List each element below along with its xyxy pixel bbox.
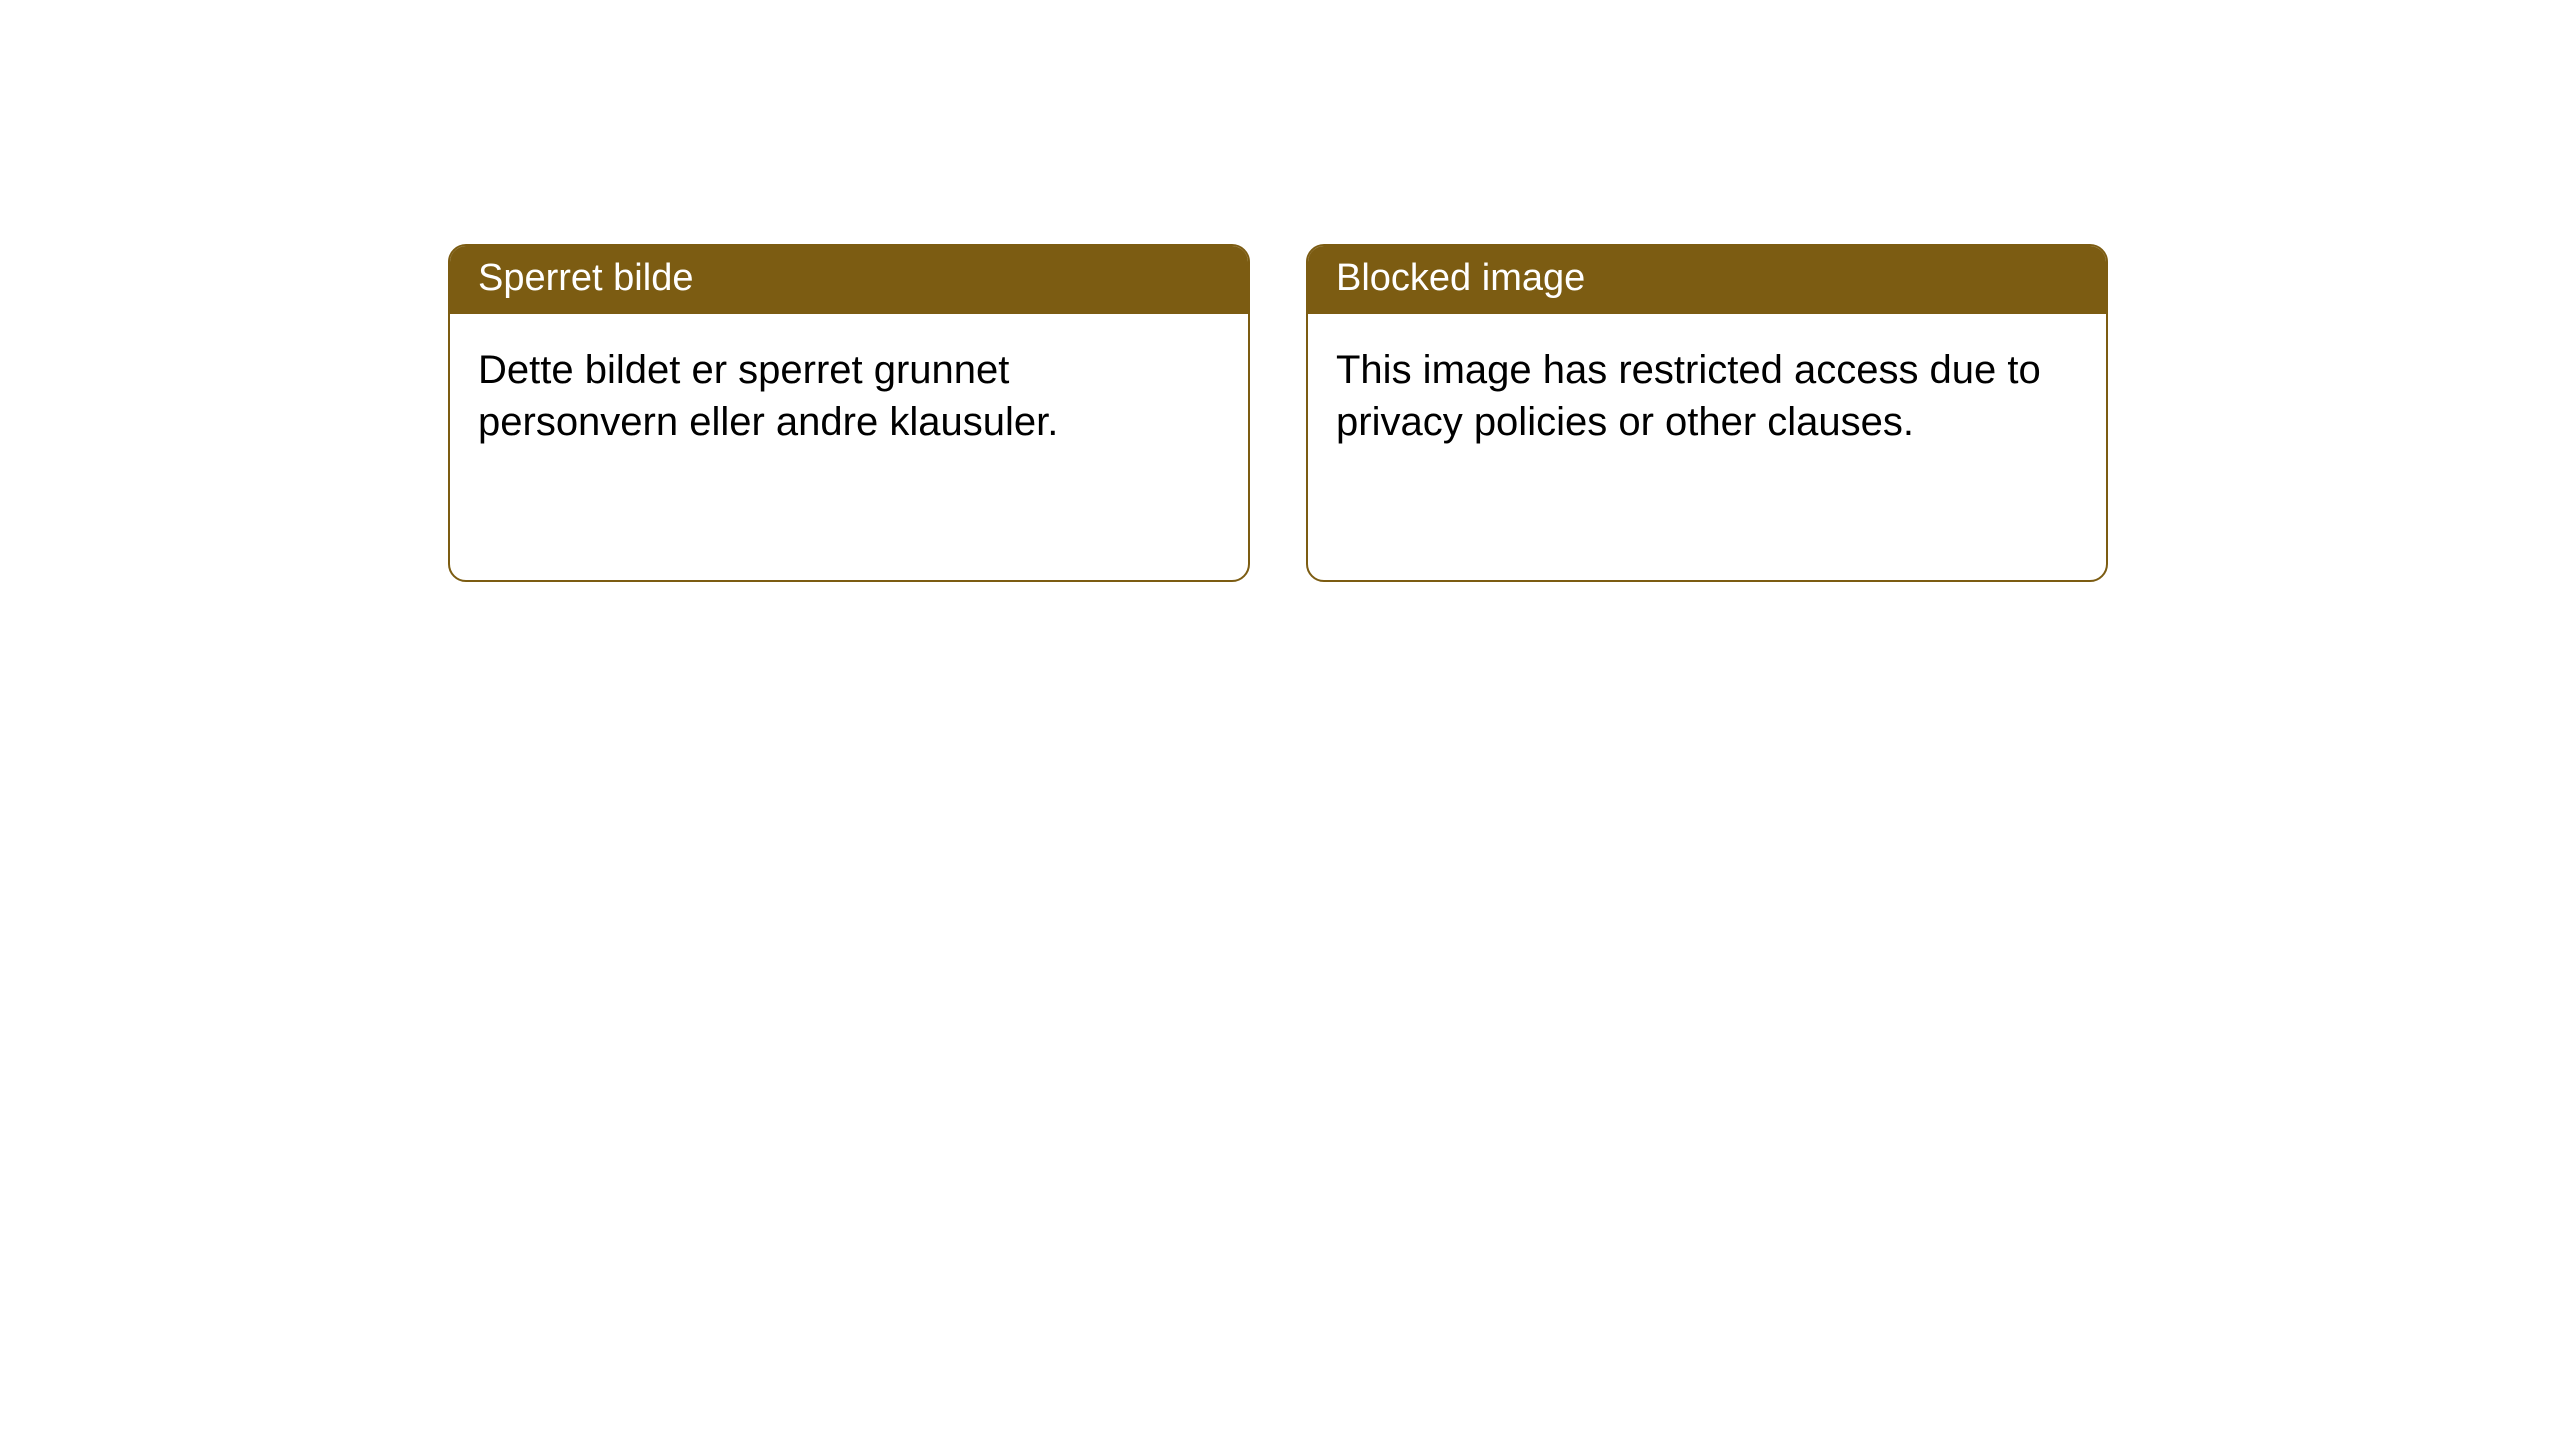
notice-header-no: Sperret bilde xyxy=(450,246,1248,314)
notice-body-en: This image has restricted access due to … xyxy=(1308,314,2106,478)
notice-card-en: Blocked image This image has restricted … xyxy=(1306,244,2108,582)
notice-card-no: Sperret bilde Dette bildet er sperret gr… xyxy=(448,244,1250,582)
notice-header-en: Blocked image xyxy=(1308,246,2106,314)
notice-body-no: Dette bildet er sperret grunnet personve… xyxy=(450,314,1248,478)
notice-container: Sperret bilde Dette bildet er sperret gr… xyxy=(448,244,2108,582)
